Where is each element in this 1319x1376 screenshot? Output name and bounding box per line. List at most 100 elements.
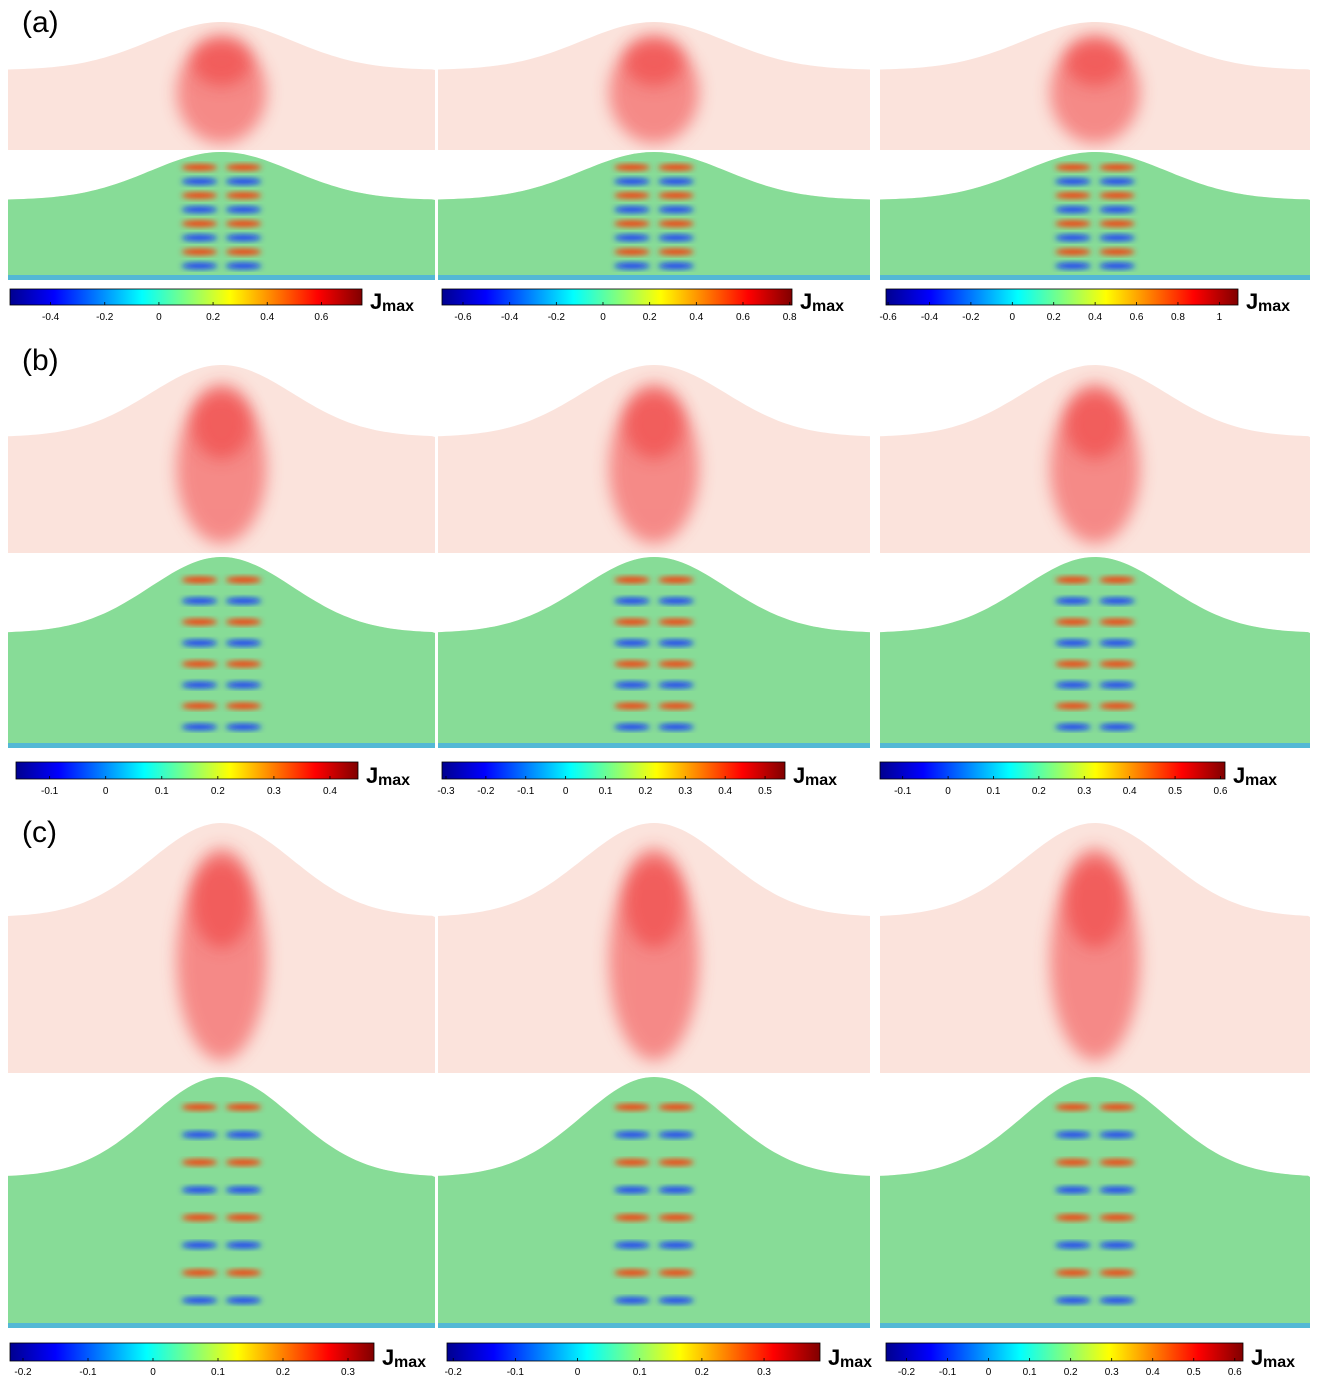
stripe [1055,1104,1091,1111]
stripe [225,597,262,604]
stripe [658,164,694,171]
map-edge [438,743,870,748]
stripe [181,1297,218,1304]
stripe [614,262,650,269]
colorbar-tick-label: 0.3 [267,786,281,797]
colorbar-unit: J [800,289,812,314]
stripe [1055,597,1091,604]
colorbar-tick-label: -0.2 [477,786,495,797]
stripe [181,206,218,213]
colorbar-tick-label: -0.4 [921,312,939,323]
stripe [1099,164,1135,171]
map-edge [880,743,1310,748]
stripe [614,702,650,709]
field-map [8,365,435,553]
map-edge [880,1323,1310,1328]
stripe [181,1159,218,1166]
colorbar-tick-label: 0 [575,1367,581,1376]
colorbar-tick-label: 0.3 [1077,786,1091,797]
stripe [225,660,262,667]
colorbar-tick-label: 0.1 [987,786,1001,797]
stripe [614,164,650,171]
stripe [225,1104,262,1111]
colorbar [441,288,793,306]
map-band [880,1077,1310,1328]
map-band [438,557,870,748]
colorbar-tick-label: -0.2 [445,1367,463,1376]
stripe [658,1186,694,1193]
colorbar-tick-label: 0.4 [718,786,732,797]
colorbar-tick-label: 0.2 [1064,1367,1078,1376]
colorbar-tick-label: 0 [563,786,569,797]
stripe [1099,660,1135,667]
stripe [1055,192,1091,199]
stripe [614,681,650,688]
stripe [1055,234,1091,241]
stripe [181,248,218,255]
hotspot [1065,848,1125,948]
stripe [614,1159,650,1166]
stripe [658,206,694,213]
colorbar-tick-label: 0.4 [260,312,274,323]
colorbar-tick-label: 0.2 [276,1367,290,1376]
stripe [181,164,218,171]
stripe [658,576,694,583]
colorbar-unit-sub: max [805,772,837,789]
stripe [614,1297,650,1304]
stripe [181,576,218,583]
stripe [1099,178,1135,185]
stripe [1099,702,1135,709]
stripe [181,178,218,185]
colorbar-unit-sub: max [382,298,414,315]
colorbar-tick-label: 0.4 [1146,1367,1160,1376]
stripe [658,1214,694,1221]
colorbar-tick-label: 0.4 [1088,312,1102,323]
stripe [225,248,262,255]
stripe [658,1242,694,1249]
colorbar-tick-label: 0.6 [314,312,328,323]
colorbar [885,1342,1244,1362]
colorbar-tick-label: 0 [945,786,951,797]
stripe [1055,1186,1091,1193]
stripe [181,639,218,646]
stripe [658,681,694,688]
stripe [1099,1242,1135,1249]
stripe [181,1186,218,1193]
stripe [1055,1269,1091,1276]
stripe [225,178,262,185]
colorbar-tick-label: -0.1 [894,786,912,797]
stripe [1099,1297,1135,1304]
colorbar-tick-label: 0.3 [341,1367,355,1376]
stripe [225,1269,262,1276]
colorbar-tick-label: 0.8 [1171,312,1185,323]
stripe [614,1214,650,1221]
colorbar-tick-label: -0.4 [501,312,519,323]
stripe [181,220,218,227]
map-band [880,152,1310,280]
panel-label: (c) [22,816,57,849]
colorbar-tick-label: 0.6 [1130,312,1144,323]
stripe [614,639,650,646]
stripe [1099,206,1135,213]
colorbar-tick-label: -0.1 [517,786,535,797]
colorbar-tick-label: 0.6 [736,312,750,323]
stripe [225,618,262,625]
map-edge [8,1323,435,1328]
colorbar-tick-label: -0.2 [14,1367,32,1376]
stripe [614,660,650,667]
colorbar-tick-label: 0.3 [757,1367,771,1376]
colorbar-unit-sub: max [378,772,410,789]
stripe [614,597,650,604]
stripe [1055,576,1091,583]
stripe [614,1269,650,1276]
stripe [1055,178,1091,185]
stripe [1055,639,1091,646]
stripe [658,234,694,241]
colorbar-tick-label: 0.2 [695,1367,709,1376]
colorbar [446,1342,821,1362]
field-map [438,152,870,280]
stripe [614,1131,650,1138]
field-map [880,557,1310,748]
map-band [438,152,870,280]
